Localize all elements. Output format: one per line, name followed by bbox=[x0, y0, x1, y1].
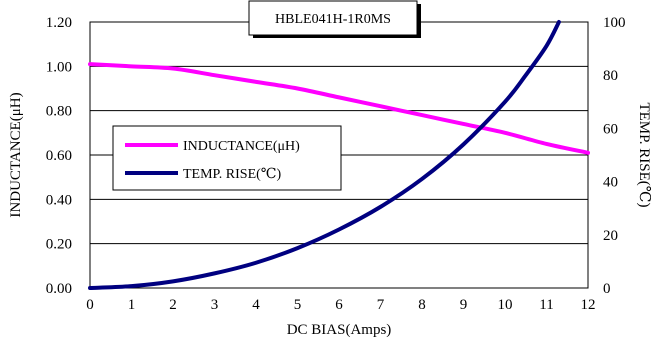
x-tick-labels: 0 1 2 3 4 5 6 7 8 9 10 11 12 bbox=[86, 297, 595, 313]
y-tick-label: 0.60 bbox=[46, 148, 72, 164]
chart-title-box: HBLE041H-1R0MS bbox=[248, 0, 421, 38]
legend-label-inductance: INDUCTANCE(μH) bbox=[183, 139, 300, 154]
y-tick-label: 0.80 bbox=[46, 104, 72, 120]
chart-title: HBLE041H-1R0MS bbox=[275, 12, 391, 27]
y2-tick-label: 40 bbox=[603, 175, 618, 191]
y2-tick-label: 0 bbox=[603, 281, 611, 297]
x-tick-label: 12 bbox=[581, 297, 596, 313]
temp-rise-line bbox=[88, 20, 561, 290]
y-tick-label: 1.20 bbox=[46, 15, 72, 31]
x-tick-label: 6 bbox=[335, 297, 343, 313]
x-tick-label: 1 bbox=[128, 297, 136, 313]
x-tick-label: 3 bbox=[211, 297, 219, 313]
y2-tick-label: 80 bbox=[603, 68, 618, 84]
y2-tick-label: 100 bbox=[603, 15, 626, 31]
x-tick-label: 0 bbox=[86, 297, 94, 313]
y2-tick-labels: 0 20 40 60 80 100 bbox=[603, 15, 626, 297]
y-tick-label: 0.20 bbox=[46, 237, 72, 253]
x-axis-title: DC BIAS(Amps) bbox=[287, 322, 392, 338]
legend: INDUCTANCE(μH) TEMP. RISE(℃) bbox=[112, 125, 342, 191]
y-tick-label: 1.00 bbox=[46, 59, 72, 75]
inductance-line bbox=[88, 62, 590, 155]
y-tick-label: 0.00 bbox=[46, 281, 72, 297]
x-tick-label: 11 bbox=[539, 297, 553, 313]
y-tick-labels: 0.00 0.20 0.40 0.60 0.80 1.00 1.20 bbox=[46, 15, 72, 297]
series-layer bbox=[88, 20, 590, 290]
x-tick-label: 9 bbox=[460, 297, 468, 313]
x-tick-label: 8 bbox=[418, 297, 426, 313]
y2-axis-title: TEMP. RISE(℃) bbox=[636, 102, 651, 207]
x-tick-label: 5 bbox=[294, 297, 302, 313]
grid-lines bbox=[90, 21, 588, 289]
x-tick-label: 7 bbox=[377, 297, 385, 313]
x-tick-label: 4 bbox=[252, 297, 260, 313]
legend-label-temp-rise: TEMP. RISE(℃) bbox=[183, 167, 281, 182]
x-tick-label: 2 bbox=[169, 297, 177, 313]
y-tick-label: 0.40 bbox=[46, 192, 72, 208]
x-tick-label: 10 bbox=[498, 297, 513, 313]
y2-tick-label: 60 bbox=[603, 121, 618, 137]
y2-tick-label: 20 bbox=[603, 228, 618, 244]
y-axis-title: INDUCTANCE(μH) bbox=[8, 92, 24, 217]
